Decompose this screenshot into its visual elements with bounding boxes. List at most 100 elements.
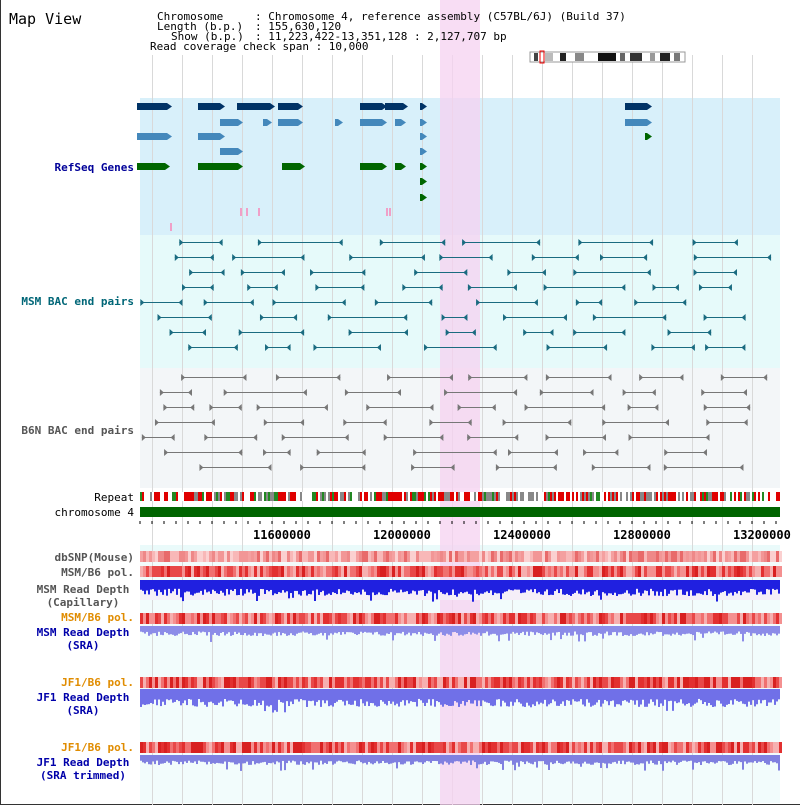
track-label-msm-depth-sra-sub: (SRA) xyxy=(66,639,100,652)
variation-heat-cell xyxy=(257,613,260,624)
variation-heat-cell xyxy=(143,551,146,562)
variation-heat-cell xyxy=(731,677,734,688)
variation-heat-cell xyxy=(173,551,176,562)
msm-bac-pair-end xyxy=(767,254,772,261)
read-depth-bar xyxy=(590,626,592,633)
msm-bac-pair-end xyxy=(420,254,425,261)
repeat-element xyxy=(270,492,272,501)
read-depth-bar xyxy=(150,626,152,635)
read-depth-bar xyxy=(768,580,770,590)
read-depth-bar xyxy=(332,755,334,765)
gene-arrow xyxy=(422,148,427,155)
variation-heat-cell xyxy=(542,742,545,753)
read-depth-bar xyxy=(556,580,558,590)
variation-heat-cell xyxy=(305,613,308,624)
variation-heat-cell xyxy=(311,613,314,624)
read-depth-bar xyxy=(710,626,712,634)
b6n-bac-pair-end xyxy=(237,404,242,411)
variation-heat-cell xyxy=(527,742,530,753)
read-depth-bar xyxy=(648,755,650,764)
variation-heat-cell xyxy=(215,677,218,688)
read-depth-bar xyxy=(410,755,412,765)
read-depth-bar xyxy=(146,626,148,632)
variation-heat-cell xyxy=(701,551,704,562)
read-depth-bar xyxy=(332,626,334,635)
read-depth-bar xyxy=(290,689,292,702)
variation-heat-cell xyxy=(260,742,263,753)
read-depth-bar xyxy=(602,755,604,763)
variation-heat-cell xyxy=(572,677,575,688)
repeat-element xyxy=(260,492,262,501)
track-label-refseq-genes[interactable]: RefSeq Genes xyxy=(54,161,134,174)
read-depth-bar xyxy=(236,755,238,765)
repeat-element xyxy=(316,492,318,501)
variation-heat-cell xyxy=(635,566,638,577)
read-depth-bar xyxy=(556,626,558,633)
b6n-bac-pair-end xyxy=(702,449,707,456)
read-depth-bar xyxy=(646,580,648,591)
variation-heat-cell xyxy=(557,613,560,624)
variation-heat-cell xyxy=(632,551,635,562)
variation-heat-cell xyxy=(248,677,251,688)
read-depth-bar xyxy=(642,580,644,594)
variation-heat-cell xyxy=(257,551,260,562)
read-depth-bar xyxy=(508,689,510,707)
variation-heat-cell xyxy=(254,551,257,562)
repeat-element xyxy=(412,492,414,501)
track-label-msm-bac[interactable]: MSM BAC end pairs xyxy=(21,295,134,308)
variation-heat-cell xyxy=(566,551,569,562)
msm-bac-pair-end xyxy=(174,254,179,261)
track-label-b6n-bac[interactable]: B6N BAC end pairs xyxy=(21,424,134,437)
read-depth-bar xyxy=(674,689,676,702)
variation-heat-cell xyxy=(572,551,575,562)
variation-heat-cell xyxy=(323,677,326,688)
read-depth-bar xyxy=(636,580,638,589)
read-depth-bar xyxy=(228,755,230,762)
read-depth-bar xyxy=(648,626,650,636)
read-depth-bar xyxy=(238,755,240,764)
repeat-element xyxy=(620,492,622,501)
variation-heat-cell xyxy=(314,613,317,624)
read-depth-bar xyxy=(604,755,606,764)
msm-bac-pair-end xyxy=(643,254,648,261)
read-depth-bar xyxy=(338,626,340,633)
read-depth-bar xyxy=(534,755,536,762)
read-depth-bar xyxy=(142,580,144,591)
read-depth-bar xyxy=(172,689,174,703)
read-depth-bar xyxy=(736,580,738,594)
repeat-element xyxy=(166,492,168,501)
variation-heat-cell xyxy=(629,742,632,753)
read-depth-bar xyxy=(476,580,478,594)
read-depth-bar xyxy=(306,626,308,633)
read-depth-bar xyxy=(708,689,710,703)
variation-heat-cell xyxy=(242,742,245,753)
read-depth-bar xyxy=(428,626,430,634)
read-depth-bar xyxy=(392,626,394,641)
variation-heat-cell xyxy=(545,613,548,624)
read-depth-bar xyxy=(762,755,764,762)
read-depth-bar xyxy=(566,626,568,636)
read-depth-bar xyxy=(494,580,496,593)
read-depth-bar xyxy=(224,689,226,700)
read-depth-bar xyxy=(482,626,484,634)
msm-bac-pair-end xyxy=(310,269,315,276)
read-depth-bar xyxy=(164,755,166,763)
variation-heat-cell xyxy=(359,566,362,577)
variation-heat-cell xyxy=(365,551,368,562)
read-depth-bar xyxy=(210,755,212,764)
read-depth-bar xyxy=(516,689,518,700)
read-depth-bar xyxy=(464,626,466,635)
variation-heat-cell xyxy=(491,551,494,562)
variation-heat-cell xyxy=(644,551,647,562)
read-depth-bar xyxy=(502,580,504,594)
variation-heat-cell xyxy=(764,551,767,562)
b6n-bac-pair-end xyxy=(763,374,768,381)
read-depth-bar xyxy=(430,689,432,706)
variation-heat-cell xyxy=(233,566,236,577)
variation-heat-cell xyxy=(248,742,251,753)
read-depth-bar xyxy=(656,580,658,592)
variation-heat-cell xyxy=(740,742,743,753)
read-depth-bar xyxy=(390,755,392,764)
variation-heat-cell xyxy=(623,677,626,688)
